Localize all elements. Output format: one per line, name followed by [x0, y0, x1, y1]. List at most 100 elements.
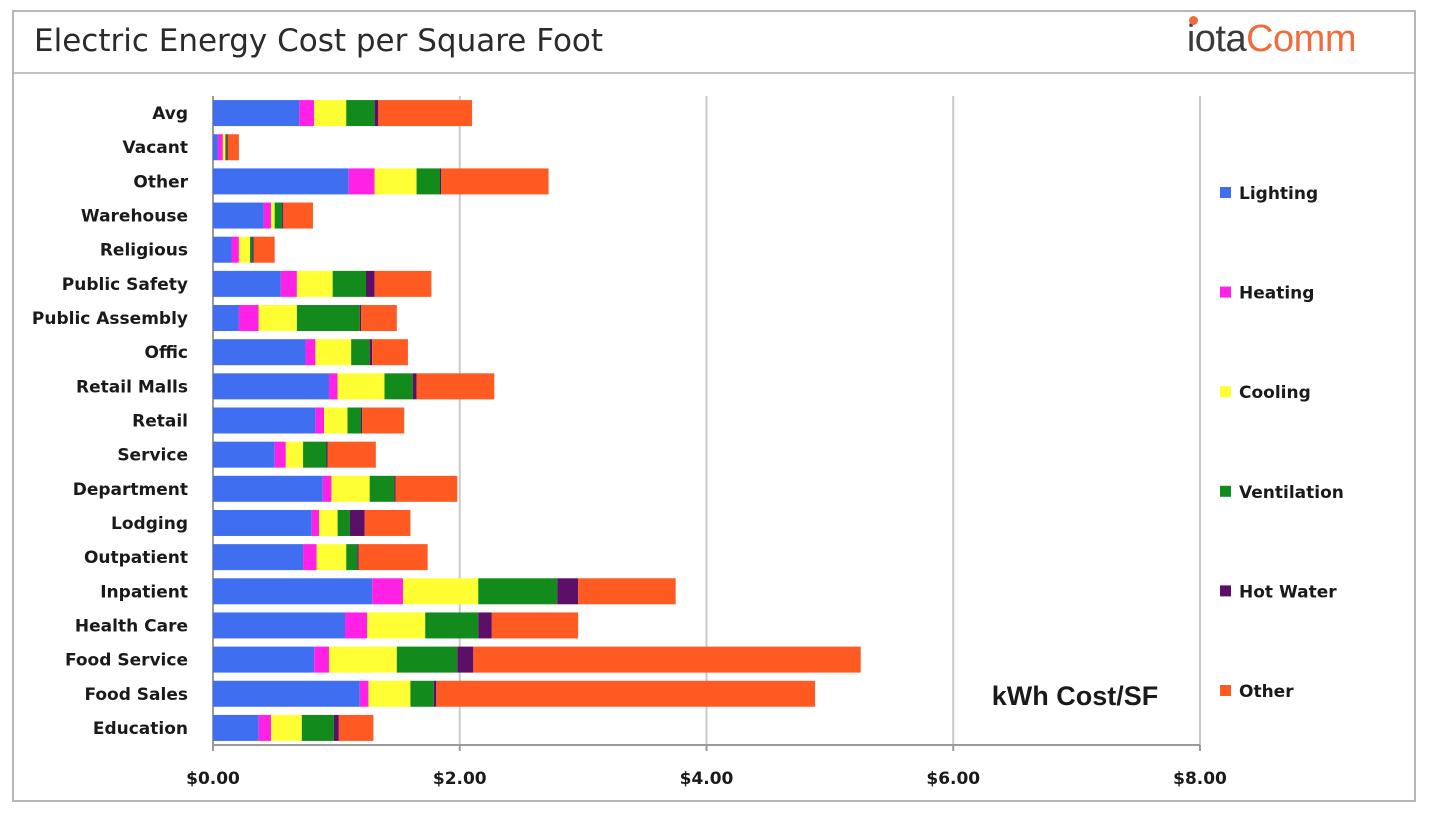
bar-other: [416, 373, 495, 400]
category-label: Avg: [152, 104, 188, 124]
x-tick-label: $8.00: [1173, 769, 1227, 789]
bar-cooling: [270, 714, 302, 741]
category-label: Retail: [132, 412, 188, 432]
category-label: Outpatient: [84, 548, 188, 568]
bar-other: [227, 134, 239, 161]
bar-ventilation: [337, 509, 350, 536]
bar-ventilation: [478, 578, 558, 605]
bar-other: [358, 544, 428, 571]
bar-heating: [359, 680, 369, 707]
legend-swatch-icon: [1220, 585, 1231, 597]
bar-other: [436, 680, 816, 707]
bar-lighting: [213, 441, 275, 468]
bar-cooling: [316, 544, 347, 571]
category-label: Warehouse: [81, 207, 188, 227]
bar-other: [441, 168, 549, 195]
category-label: Education: [93, 719, 188, 739]
bar-other: [327, 441, 376, 468]
category-label: Food Service: [65, 651, 188, 671]
legend-label: Heating: [1239, 284, 1314, 304]
bar-lighting: [213, 100, 300, 127]
category-label: Public Assembly: [32, 309, 188, 329]
bar-cooling: [285, 441, 304, 468]
bar-lighting: [213, 373, 329, 400]
category-label: Other: [133, 172, 188, 192]
bar-hot-water: [369, 339, 373, 366]
bar-other: [374, 270, 432, 297]
legend-label: Cooling: [1239, 383, 1311, 403]
bar-heating: [274, 441, 286, 468]
bar-heating: [263, 202, 271, 229]
bar-hot-water: [457, 646, 474, 673]
bar-cooling: [238, 236, 251, 263]
bar-cooling: [331, 475, 370, 502]
bar-heating: [328, 373, 338, 400]
bar-lighting: [213, 168, 349, 195]
bar-ventilation: [396, 646, 458, 673]
bar-hot-water: [326, 441, 328, 468]
x-tick-label: $6.00: [926, 769, 980, 789]
bar-hot-water: [361, 407, 363, 434]
chart-title: Electric Energy Cost per Square Foot: [34, 23, 604, 59]
bar-cooling: [222, 134, 226, 161]
value-axis-labels: $0.00 $2.00 $4.00 $6.00 $8.00: [186, 769, 1227, 789]
bar-ventilation: [303, 441, 327, 468]
legend-swatch-icon: [1220, 685, 1231, 696]
bar-hot-water: [365, 270, 375, 297]
bar-hot-water: [226, 134, 228, 161]
bar-other: [491, 612, 579, 639]
legend-swatch-icon: [1220, 286, 1231, 298]
bar-other: [338, 714, 374, 741]
bar-heating: [231, 236, 239, 263]
bar-other: [362, 407, 405, 434]
bar-lighting: [213, 680, 360, 707]
bar-ventilation: [274, 202, 283, 229]
bar-other: [253, 236, 275, 263]
bar-lighting: [213, 134, 218, 161]
bar-lighting: [213, 612, 346, 639]
bar-heating: [322, 475, 332, 502]
bar-hot-water: [333, 714, 339, 741]
bar-lighting: [213, 509, 312, 536]
bar-ventilation: [225, 134, 227, 161]
bar-ventilation: [332, 270, 366, 297]
category-label: Vacant: [123, 138, 188, 158]
bar-cooling: [314, 100, 347, 127]
bar-ventilation: [347, 407, 362, 434]
bar-lighting: [213, 714, 259, 741]
bar-hot-water: [357, 544, 359, 571]
bar-heating: [348, 168, 375, 195]
bar-hot-water: [394, 475, 396, 502]
bar-cooling: [374, 168, 417, 195]
legend-label: Other: [1239, 682, 1294, 702]
bar-series: [213, 100, 861, 741]
bar-lighting: [213, 646, 315, 673]
bar-hot-water: [440, 168, 442, 195]
logo-dot-icon: [1188, 16, 1198, 25]
bar-ventilation: [425, 612, 479, 639]
bar-ventilation: [410, 680, 434, 707]
category-label: Lodging: [111, 514, 188, 534]
bar-cooling: [258, 305, 297, 332]
category-axis-labels: Avg Vacant Other Warehouse Religious Public S…: [32, 104, 189, 739]
bar-cooling: [315, 339, 352, 366]
bar-other: [395, 475, 458, 502]
bar-lighting: [213, 270, 281, 297]
bar-lighting: [213, 475, 323, 502]
bar-hot-water: [349, 509, 365, 536]
category-label: Public Safety: [62, 275, 188, 295]
bar-other: [372, 339, 408, 366]
bar-hot-water: [557, 578, 579, 605]
bar-lighting: [213, 339, 306, 366]
legend-label: Ventilation: [1239, 483, 1344, 503]
bar-heating: [280, 270, 297, 297]
bar-lighting: [213, 305, 239, 332]
bar-lighting: [213, 202, 264, 229]
bar-heating: [345, 612, 368, 639]
bar-lighting: [213, 578, 373, 605]
bar-ventilation: [416, 168, 441, 195]
bar-other: [283, 202, 313, 229]
category-label: Department: [73, 480, 188, 500]
bar-cooling: [337, 373, 385, 400]
x-tick-label: $4.00: [680, 769, 734, 789]
